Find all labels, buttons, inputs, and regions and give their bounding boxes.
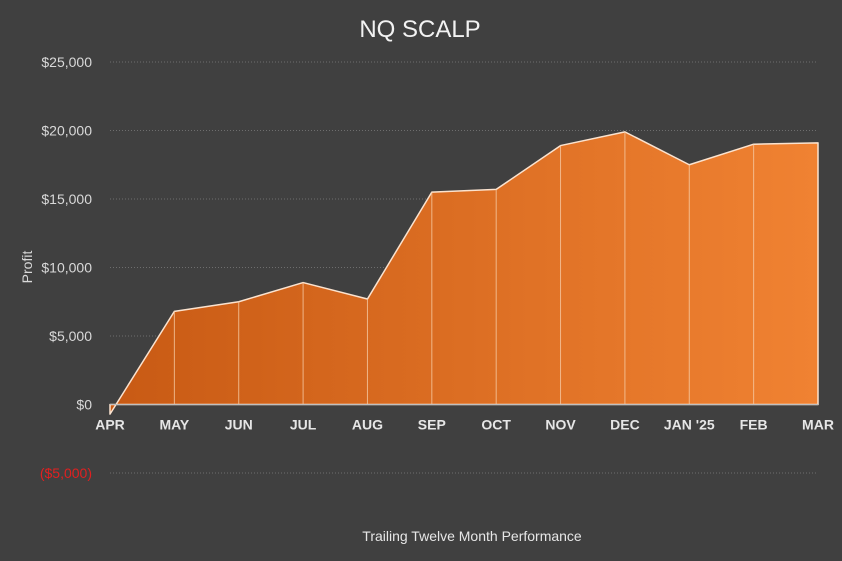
x-tick-label: FEB (740, 417, 768, 433)
x-tick-label: AUG (352, 417, 383, 433)
x-tick-label: DEC (610, 417, 640, 433)
y-tick-label: $0 (76, 397, 92, 413)
x-tick-label: JUN (225, 417, 253, 433)
x-axis-ticks: APR MAY JUN JUL AUG SEP OCT NOV DEC JAN '25 FEB MAR (95, 417, 834, 433)
x-tick-label: JUL (290, 417, 317, 433)
y-tick-label: $5,000 (49, 328, 92, 344)
y-tick-label: $15,000 (41, 191, 92, 207)
x-tick-label: MAR (802, 417, 834, 433)
y-tick-label: $25,000 (41, 54, 92, 70)
x-tick-label: MAY (159, 417, 189, 433)
y-tick-label: $10,000 (41, 260, 92, 276)
x-axis-label: Trailing Twelve Month Performance (362, 528, 582, 544)
y-tick-label: ($5,000) (40, 465, 92, 481)
y-tick-label: $20,000 (41, 123, 92, 139)
x-tick-label: SEP (418, 417, 446, 433)
y-axis-ticks: $25,000 $20,000 $15,000 $10,000 $5,000 $0 ($5,… (40, 54, 92, 481)
x-tick-label: APR (95, 417, 125, 433)
y-axis-label: Profit (19, 251, 35, 284)
area-series (109, 131, 819, 415)
chart-title: NQ SCALP (359, 16, 480, 43)
drop-lines (173, 131, 755, 405)
x-tick-label: OCT (481, 417, 511, 433)
x-tick-label: JAN '25 (664, 417, 715, 433)
x-tick-label: NOV (545, 417, 576, 433)
